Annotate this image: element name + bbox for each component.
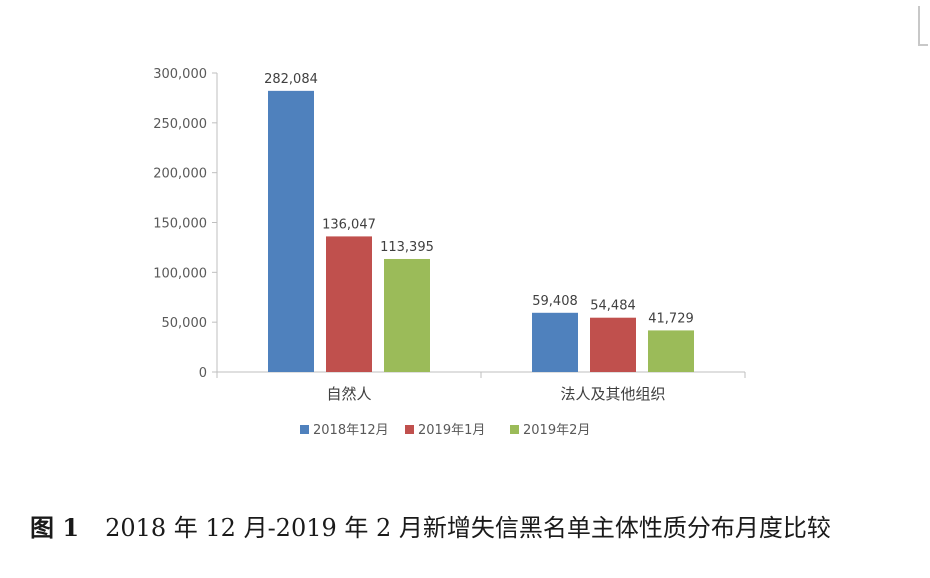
corner-mark: [918, 6, 928, 46]
legend: 2018年12月 2019年1月 2019年2月: [300, 423, 590, 438]
y-tick-label: 150,000: [153, 217, 207, 232]
y-tick-label: 50,000: [162, 316, 208, 331]
x-tick-marks: [216, 372, 746, 378]
bar-chart: 0 50,000 100,000 150,000 200,000 250,000 300,0…: [153, 67, 746, 438]
legend-swatch: [405, 425, 414, 434]
legend-swatch: [300, 425, 309, 434]
data-labels: 282,084 136,047 113,395 59,408 54,484 41,729: [264, 72, 694, 327]
bar: [326, 236, 372, 372]
data-label: 41,729: [648, 311, 694, 326]
y-tick-label: 300,000: [153, 67, 207, 82]
figure-caption: 图 1 2018 年 12 月-2019 年 2 月新增失信黑名单主体性质分布月度…: [30, 508, 910, 543]
legend-label: 2019年1月: [418, 423, 485, 438]
bar: [384, 258, 430, 372]
data-label: 136,047: [322, 217, 376, 232]
y-tick-label: 250,000: [153, 117, 207, 132]
data-label: 113,395: [380, 240, 434, 255]
category-label: 法人及其他组织: [560, 385, 665, 403]
caption-text: 2018 年 12 月-2019 年 2 月新增失信黑名单主体性质分布月度比较: [105, 514, 831, 542]
category-label: 自然人: [326, 385, 371, 403]
bar: [268, 90, 314, 373]
legend-label: 2018年12月: [313, 423, 389, 438]
y-tick-label: 100,000: [153, 266, 207, 281]
bars: [268, 90, 694, 373]
bar: [648, 330, 694, 372]
legend-label: 2019年2月: [523, 423, 590, 438]
data-label: 282,084: [264, 72, 318, 87]
bar: [590, 317, 636, 372]
y-tick-label: 0: [199, 366, 207, 381]
data-label: 54,484: [590, 299, 636, 314]
category-labels: 自然人 法人及其他组织: [326, 385, 665, 403]
figure-number: 图 1: [30, 513, 80, 542]
y-tick-labels: 0 50,000 100,000 150,000 200,000 250,000 300,0…: [153, 67, 217, 381]
data-label: 59,408: [532, 294, 578, 309]
legend-swatch: [510, 425, 519, 434]
bar: [532, 312, 578, 372]
y-tick-label: 200,000: [153, 167, 207, 182]
